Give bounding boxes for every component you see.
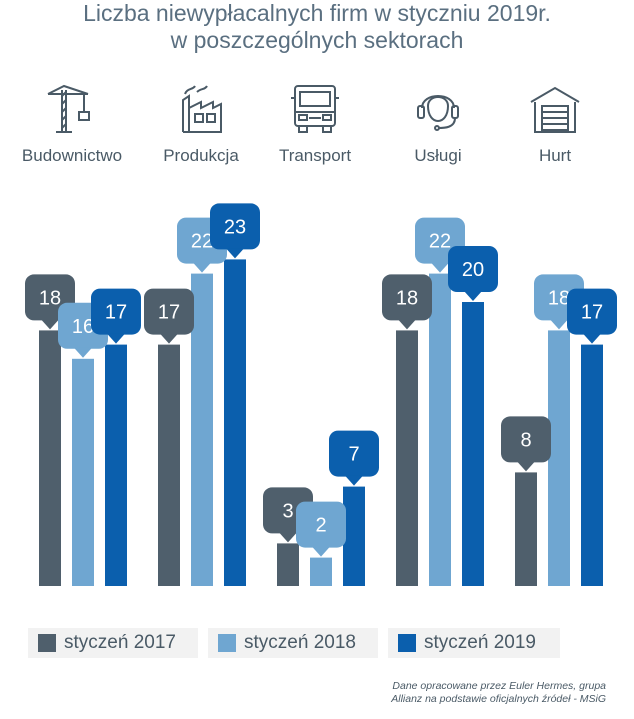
callout-2019-4: 17	[567, 288, 617, 344]
legend-swatch	[38, 634, 56, 652]
data-label: 17	[105, 302, 127, 324]
bar-2017-4	[515, 472, 537, 586]
category-budownictwo: Budownictwo	[7, 82, 137, 166]
bar-2019-3	[462, 302, 484, 586]
factory-icon	[182, 85, 222, 133]
data-label: 17	[581, 302, 603, 324]
callout-2019-3: 20	[448, 246, 498, 301]
legend-swatch	[218, 634, 236, 652]
data-label: 16	[72, 316, 94, 338]
chart-title-line-1: Liczba niewypłacalnych firm w styczniu 2…	[83, 0, 551, 26]
legend-swatch	[398, 634, 416, 652]
callout-2017-4: 8	[501, 416, 551, 472]
bar-2019-1	[224, 259, 246, 586]
data-label: 3	[282, 500, 293, 522]
category-label: Produkcja	[163, 146, 239, 165]
category-label: Transport	[278, 146, 352, 165]
bar-2018-1	[191, 273, 213, 586]
source-note: Dane opracowane przez Euler Hermes, grup…	[391, 680, 606, 706]
category-label: Hurt	[538, 146, 572, 165]
bar-2019-2	[343, 486, 365, 586]
bar-2019-0	[105, 344, 127, 586]
legend-item-2017: styczeń 2017	[28, 628, 198, 658]
data-label: 22	[429, 231, 451, 253]
bar-2017-3	[396, 330, 418, 586]
legend-label: styczeń 2018	[244, 632, 356, 653]
warehouse-icon	[530, 86, 580, 133]
callout-2019-2: 7	[329, 430, 379, 486]
data-label: 18	[39, 287, 61, 309]
source-line-2: Allianz na podstawie oficjalnych źródeł …	[391, 693, 606, 705]
data-label: 18	[396, 287, 418, 309]
callout-2018-2: 2	[296, 501, 346, 557]
callout-2019-0: 17	[91, 288, 141, 344]
bar-2017-1	[158, 344, 180, 586]
legend-item-2018: styczeń 2018	[208, 628, 378, 658]
bar-2018-3	[429, 273, 451, 586]
callout-2019-1: 23	[210, 203, 260, 259]
bar-2017-0	[39, 330, 61, 586]
category-hurt: Hurt	[490, 82, 620, 166]
data-label: 23	[224, 216, 246, 238]
data-label: 18	[548, 287, 570, 309]
legend-label: styczeń 2017	[64, 632, 176, 653]
truck-icon	[291, 85, 339, 133]
category-label: Usługi	[414, 146, 462, 165]
callout-2017-3: 18	[382, 274, 432, 330]
bar-2018-2	[310, 557, 332, 586]
source-line-1: Dane opracowane przez Euler Hermes, grup…	[392, 680, 606, 692]
category-uslugi: Usługi	[373, 82, 503, 166]
callout-2017-1: 17	[144, 288, 194, 344]
bar-2017-2	[277, 543, 299, 586]
headset-icon	[417, 95, 459, 131]
bar-2018-0	[72, 358, 94, 586]
data-label: 22	[191, 231, 213, 253]
data-label: 8	[520, 429, 531, 451]
category-label: Budownictwo	[21, 146, 123, 165]
category-transport: Transport	[250, 82, 380, 166]
crane-icon	[47, 84, 90, 133]
bar-2019-4	[581, 344, 603, 586]
legend-item-2019: styczeń 2019	[388, 628, 560, 658]
data-label: 17	[158, 302, 180, 324]
data-label: 7	[348, 444, 359, 466]
data-label: 20	[462, 259, 484, 281]
bar-2018-4	[548, 330, 570, 586]
legend-label: styczeń 2019	[424, 632, 536, 653]
data-label: 2	[315, 515, 326, 537]
category-produkcja: Produkcja	[136, 82, 266, 166]
bar-chart: 18 16 17 17 22 23 32 7 18 22 20 8 18 17	[25, 203, 617, 586]
chart-title-line-2: w poszczególnych sektorach	[170, 27, 464, 53]
